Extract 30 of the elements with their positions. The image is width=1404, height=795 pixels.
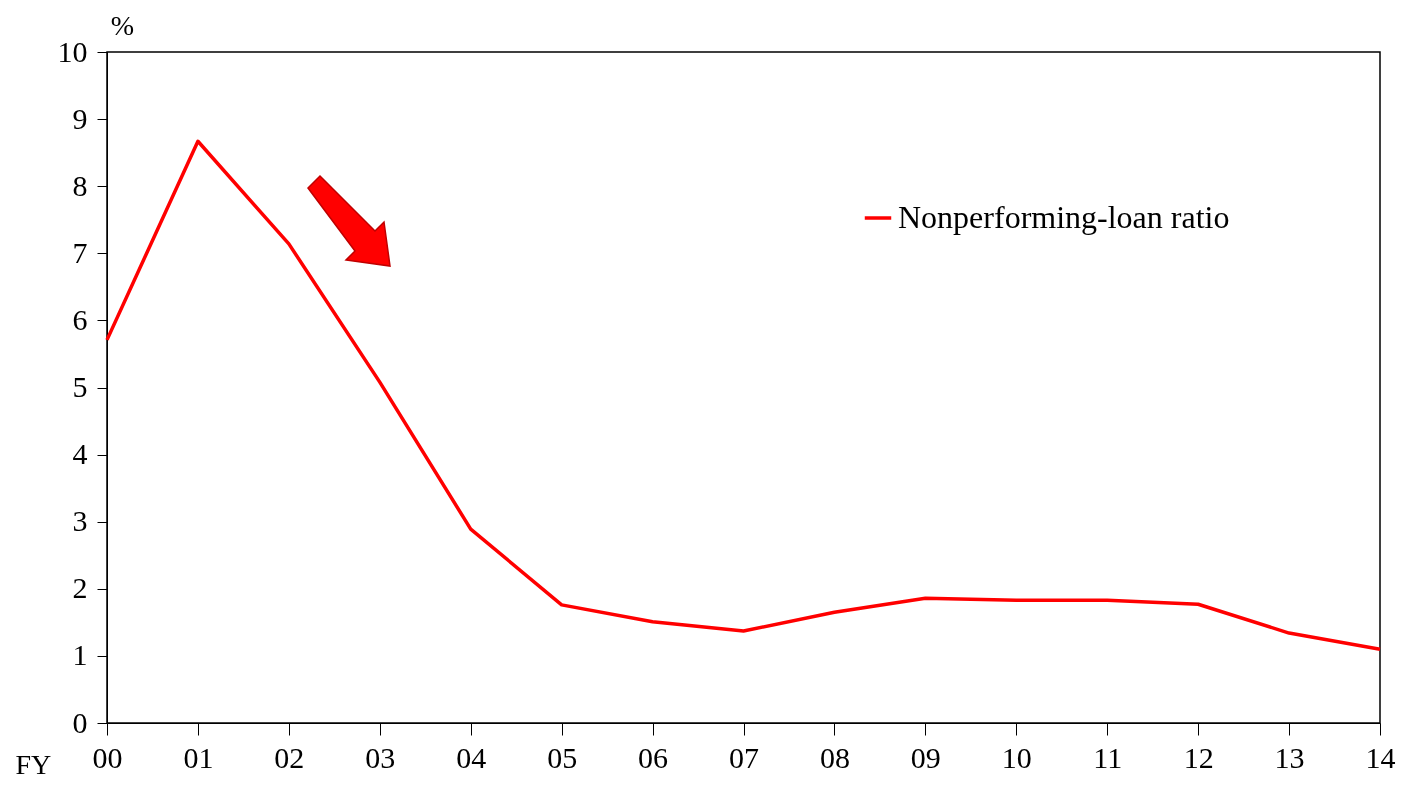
x-tick-label: 04 (456, 740, 487, 774)
y-tick-label: 6 (72, 302, 88, 336)
y-tick-label: 1 (72, 638, 88, 672)
x-tick-label: 13 (1274, 740, 1305, 774)
y-tick-label: 7 (72, 235, 88, 269)
x-tick-label: 10 (1001, 740, 1032, 774)
y-axis-title: % (110, 9, 135, 41)
y-tick-label: 0 (72, 705, 88, 739)
x-tick-label: 05 (547, 740, 578, 774)
x-tick-label: 08 (819, 740, 850, 774)
x-tick-label: 02 (274, 740, 305, 774)
y-tick-label: 4 (72, 437, 88, 471)
line-series (105, 139, 1382, 651)
y-tick-label: 3 (72, 504, 88, 538)
x-tick-label: 03 (365, 740, 396, 774)
y-tick-label: 8 (72, 168, 88, 202)
y-tick-label: 2 (72, 571, 88, 605)
x-tick-label: 09 (910, 740, 941, 774)
x-tick-label: 07 (729, 740, 759, 774)
y-tick-label: 10 (57, 34, 88, 68)
x-axis-title: FY (15, 748, 52, 780)
x-tick-label: 12 (1183, 740, 1214, 774)
x-tick-label: 00 (92, 740, 123, 774)
legend-label: Nonperforming-loan ratio (898, 199, 1230, 235)
x-tick-label: 06 (638, 740, 669, 774)
y-tick-label: 5 (72, 370, 88, 403)
x-tick-label: 11 (1093, 740, 1123, 774)
x-tick-label: 01 (183, 740, 214, 774)
y-tick-label: 9 (72, 101, 88, 135)
x-tick-label: 14 (1365, 740, 1396, 774)
